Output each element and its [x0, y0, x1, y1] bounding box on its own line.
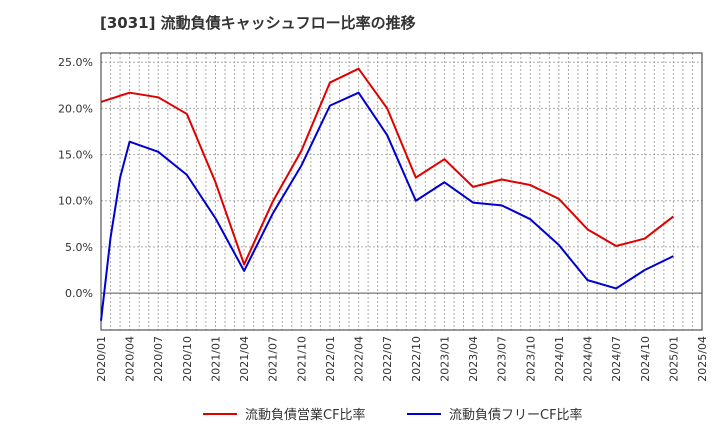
- x-tick-label: 2024/04: [582, 336, 595, 382]
- series-line-2: [100, 91, 674, 321]
- x-tick-label: 2023/01: [438, 336, 451, 382]
- x-tick-label: 2022/07: [381, 336, 394, 382]
- series-line-1: [100, 67, 674, 266]
- legend-label-1: 流動負債営業CF比率: [245, 407, 366, 423]
- axes: 25.0% 20.0% 15.0% 10.0% 5.0% 0.0% 2020/01 2020/…: [58, 52, 709, 382]
- x-tick-label: 2023/10: [524, 336, 537, 382]
- x-tick-label: 2022/04: [353, 336, 366, 382]
- series-layer: [100, 67, 674, 321]
- x-tick-label: 2021/01: [209, 336, 222, 382]
- x-tick-label: 2020/10: [181, 336, 194, 382]
- x-tick-label: 2021/10: [295, 336, 308, 382]
- x-tick-label: 2020/04: [124, 336, 137, 382]
- x-tick-label: 2023/07: [496, 336, 509, 382]
- x-tick-label: 2024/01: [553, 336, 566, 382]
- grid: [101, 53, 702, 330]
- y-tick-label: 25.0%: [58, 56, 93, 69]
- x-tick-label: 2022/01: [324, 336, 337, 382]
- x-tick-label: 2024/07: [610, 336, 623, 382]
- y-tick-label: 0.0%: [65, 287, 93, 300]
- x-tick-label: 2024/10: [639, 336, 652, 382]
- chart-title: [3031] 流動負債キャッシュフロー比率の推移: [100, 14, 416, 32]
- legend: 流動負債営業CF比率 流動負債フリーCF比率: [203, 407, 583, 423]
- x-tick-label: 2025/01: [667, 336, 680, 382]
- y-tick-label: 15.0%: [58, 149, 93, 162]
- y-tick-label: 10.0%: [58, 195, 93, 208]
- x-tick-label: 2020/07: [152, 336, 165, 382]
- plot-border: [100, 52, 703, 331]
- x-tick-label: 2020/01: [95, 336, 108, 382]
- x-tick-label: 2025/04: [696, 336, 709, 382]
- x-tick-label: 2021/07: [267, 336, 280, 382]
- x-tick-label: 2022/10: [410, 336, 423, 382]
- x-tick-label: 2023/04: [467, 336, 480, 382]
- x-tick-label: 2021/04: [238, 336, 251, 382]
- y-tick-label: 20.0%: [58, 102, 93, 115]
- legend-label-2: 流動負債フリーCF比率: [449, 407, 583, 423]
- y-tick-label: 5.0%: [65, 241, 93, 254]
